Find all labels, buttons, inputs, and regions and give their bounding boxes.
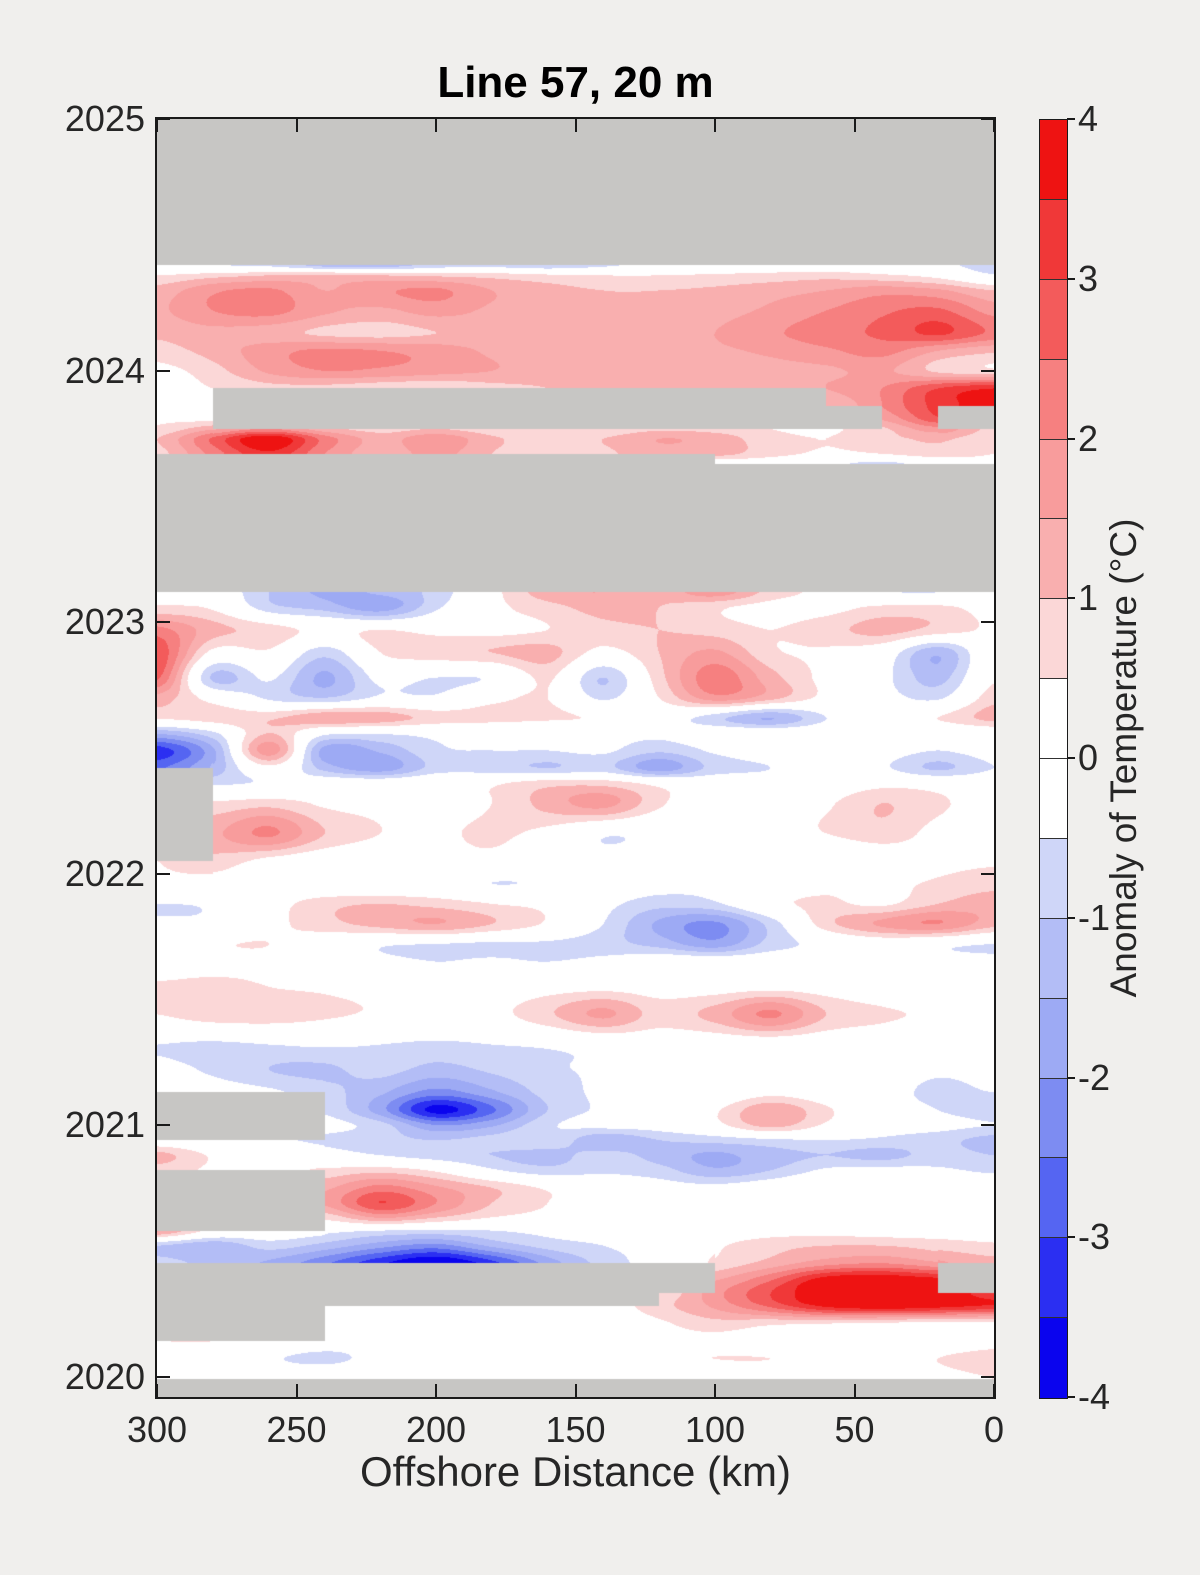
y-tick-mark-left [157,1124,170,1127]
colorbar-tick-label: 4 [1078,98,1099,139]
y-tick-mark-right [981,369,994,372]
x-tick-mark-bottom [714,1384,716,1397]
colorbar-segment [1040,1158,1067,1239]
y-tick-label: 2025 [64,98,145,139]
colorbar-tick-label: -4 [1078,1376,1111,1417]
x-tick-mark-top [993,119,995,132]
y-tick-label: 2021 [64,1104,145,1146]
colorbar-segment [1040,120,1067,200]
y-tick-mark-right [981,1375,994,1378]
x-tick-mark-bottom [435,1384,437,1397]
x-tick-label: 0 [983,1409,1005,1450]
y-tick-label: 2020 [64,1355,145,1397]
x-tick-label: 200 [405,1409,467,1450]
y-tick-mark-right [981,872,994,875]
x-tick-mark-bottom [853,1384,856,1397]
x-tick-label: 100 [684,1409,746,1450]
x-tick-mark-top [295,119,298,132]
colorbar-segment [1040,998,1067,1079]
x-tick-label: 50 [834,1409,875,1450]
plot-area [155,117,996,1399]
colorbar-tick-label: -3 [1078,1216,1111,1258]
colorbar-segment [1040,1238,1067,1319]
colorbar-tick-mark [1067,1076,1075,1079]
colorbar-tick-mark [1067,757,1075,759]
x-tick-label: 300 [126,1409,188,1450]
y-tick-mark-left [157,621,170,624]
x-tick-mark-bottom [574,1384,577,1397]
x-axis-label: Offshore Distance (km) [359,1448,791,1495]
colorbar-tick-mark [1067,118,1075,120]
y-tick-label: 2022 [64,852,145,894]
y-tick-label: 2023 [64,601,145,643]
colorbar-segment [1040,599,1067,680]
colorbar-segment [1040,679,1067,759]
colorbar [1039,119,1068,1399]
colorbar-segment [1040,1318,1067,1398]
colorbar-tick-label: 3 [1078,257,1099,299]
colorbar-tick-label: 1 [1078,577,1099,619]
colorbar-tick-label: 2 [1078,417,1099,459]
colorbar-segment [1040,199,1067,280]
colorbar-segment [1040,759,1067,839]
colorbar-tick-mark [1067,1396,1075,1398]
colorbar-segment [1040,359,1067,440]
colorbar-tick-mark [1067,277,1075,280]
y-tick-mark-left [157,872,170,875]
y-tick-label: 2024 [64,349,145,391]
colorbar-tick-label: -2 [1078,1056,1111,1098]
x-tick-mark-top [714,119,716,132]
y-tick-mark-left [157,118,170,120]
colorbar-tick-label: -1 [1078,896,1111,938]
colorbar-tick-mark [1067,916,1075,919]
y-tick-mark-right [981,118,994,120]
colorbar-tick-mark [1067,437,1075,440]
x-tick-label: 250 [266,1409,327,1450]
y-tick-mark-left [157,369,170,372]
x-tick-mark-bottom [156,1384,158,1397]
x-tick-mark-top [156,119,158,132]
colorbar-segment [1040,519,1067,600]
colorbar-segment [1040,918,1067,999]
colorbar-tick-label: 0 [1078,737,1099,778]
chart-title: Line 57, 20 m [437,58,714,107]
x-tick-mark-top [574,119,577,132]
colorbar-segment [1040,439,1067,520]
y-tick-mark-left [157,1375,170,1378]
colorbar-segment [1040,1078,1067,1159]
x-tick-label: 150 [545,1409,606,1450]
x-tick-mark-bottom [993,1384,995,1397]
x-tick-mark-top [853,119,856,132]
y-tick-mark-right [981,1124,994,1127]
y-tick-mark-right [981,621,994,624]
colorbar-tick-mark [1067,597,1075,600]
x-tick-mark-bottom [295,1384,298,1397]
colorbar-segment [1040,279,1067,360]
x-tick-mark-top [435,119,437,132]
heatmap-canvas [157,119,994,1397]
colorbar-tick-mark [1067,1236,1075,1239]
colorbar-segment [1040,838,1067,919]
